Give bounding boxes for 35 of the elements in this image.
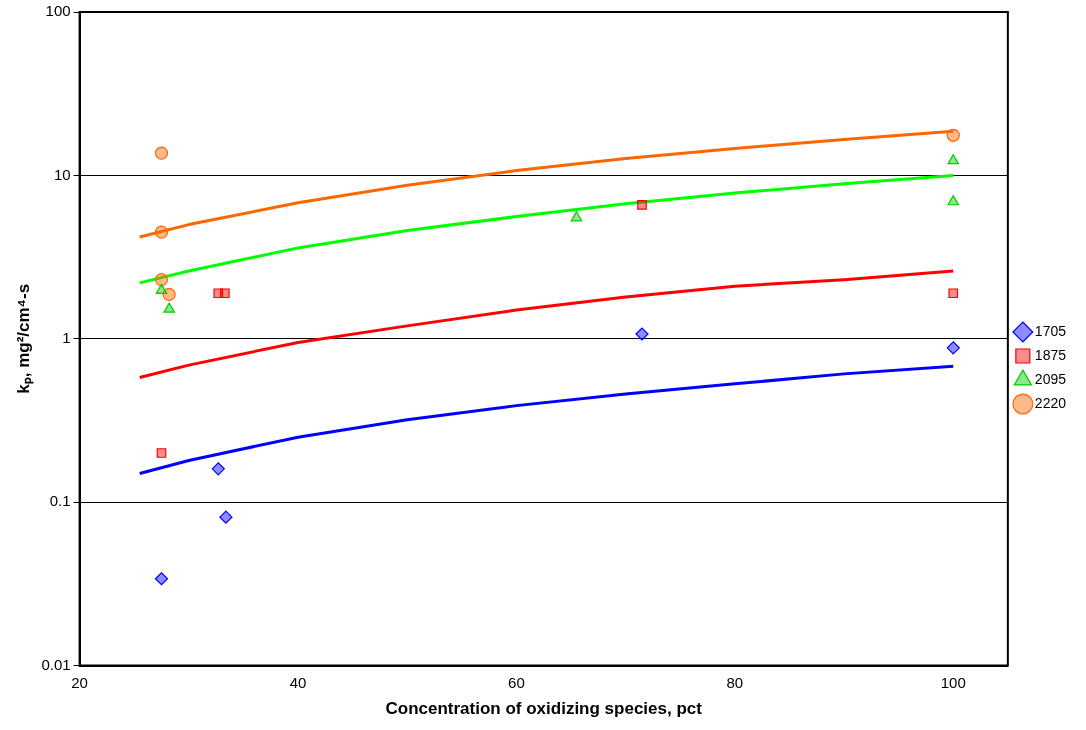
point bbox=[154, 225, 169, 239]
y-tick-label: 10 bbox=[53, 165, 71, 183]
point bbox=[156, 448, 167, 458]
legend-label: 2220 bbox=[1034, 394, 1067, 411]
point bbox=[947, 154, 960, 165]
point bbox=[948, 288, 959, 299]
point bbox=[635, 327, 649, 341]
y-axis-title: kₚ, mg²/cm⁴-s bbox=[13, 283, 34, 394]
point bbox=[220, 288, 230, 299]
point bbox=[946, 128, 960, 142]
point bbox=[947, 195, 960, 206]
point bbox=[154, 273, 169, 287]
y-tick-label: 1 bbox=[62, 328, 71, 346]
legend-label: 1875 bbox=[1034, 346, 1067, 363]
point bbox=[637, 200, 647, 210]
point bbox=[946, 341, 960, 355]
point bbox=[162, 287, 176, 301]
point bbox=[154, 146, 169, 160]
point bbox=[163, 302, 175, 313]
point bbox=[219, 510, 233, 524]
x-tick-label: 80 bbox=[726, 673, 744, 691]
point bbox=[155, 283, 168, 294]
x-tick-label: 40 bbox=[289, 673, 307, 691]
legend-label: 2095 bbox=[1034, 370, 1067, 387]
y-tick-label: 100 bbox=[45, 2, 71, 20]
point bbox=[570, 211, 583, 222]
legend-label: 1705 bbox=[1034, 322, 1067, 339]
y-tick-label: 0.1 bbox=[49, 492, 71, 510]
point bbox=[154, 572, 169, 586]
point bbox=[211, 462, 225, 476]
x-tick-label: 60 bbox=[508, 673, 525, 691]
x-tick-label: 20 bbox=[71, 673, 88, 691]
y-tick-label: 0.01 bbox=[41, 655, 71, 673]
x-tick-label: 100 bbox=[940, 673, 966, 691]
x-axis-title: Concentration of oxidizing species, pct bbox=[385, 699, 703, 719]
